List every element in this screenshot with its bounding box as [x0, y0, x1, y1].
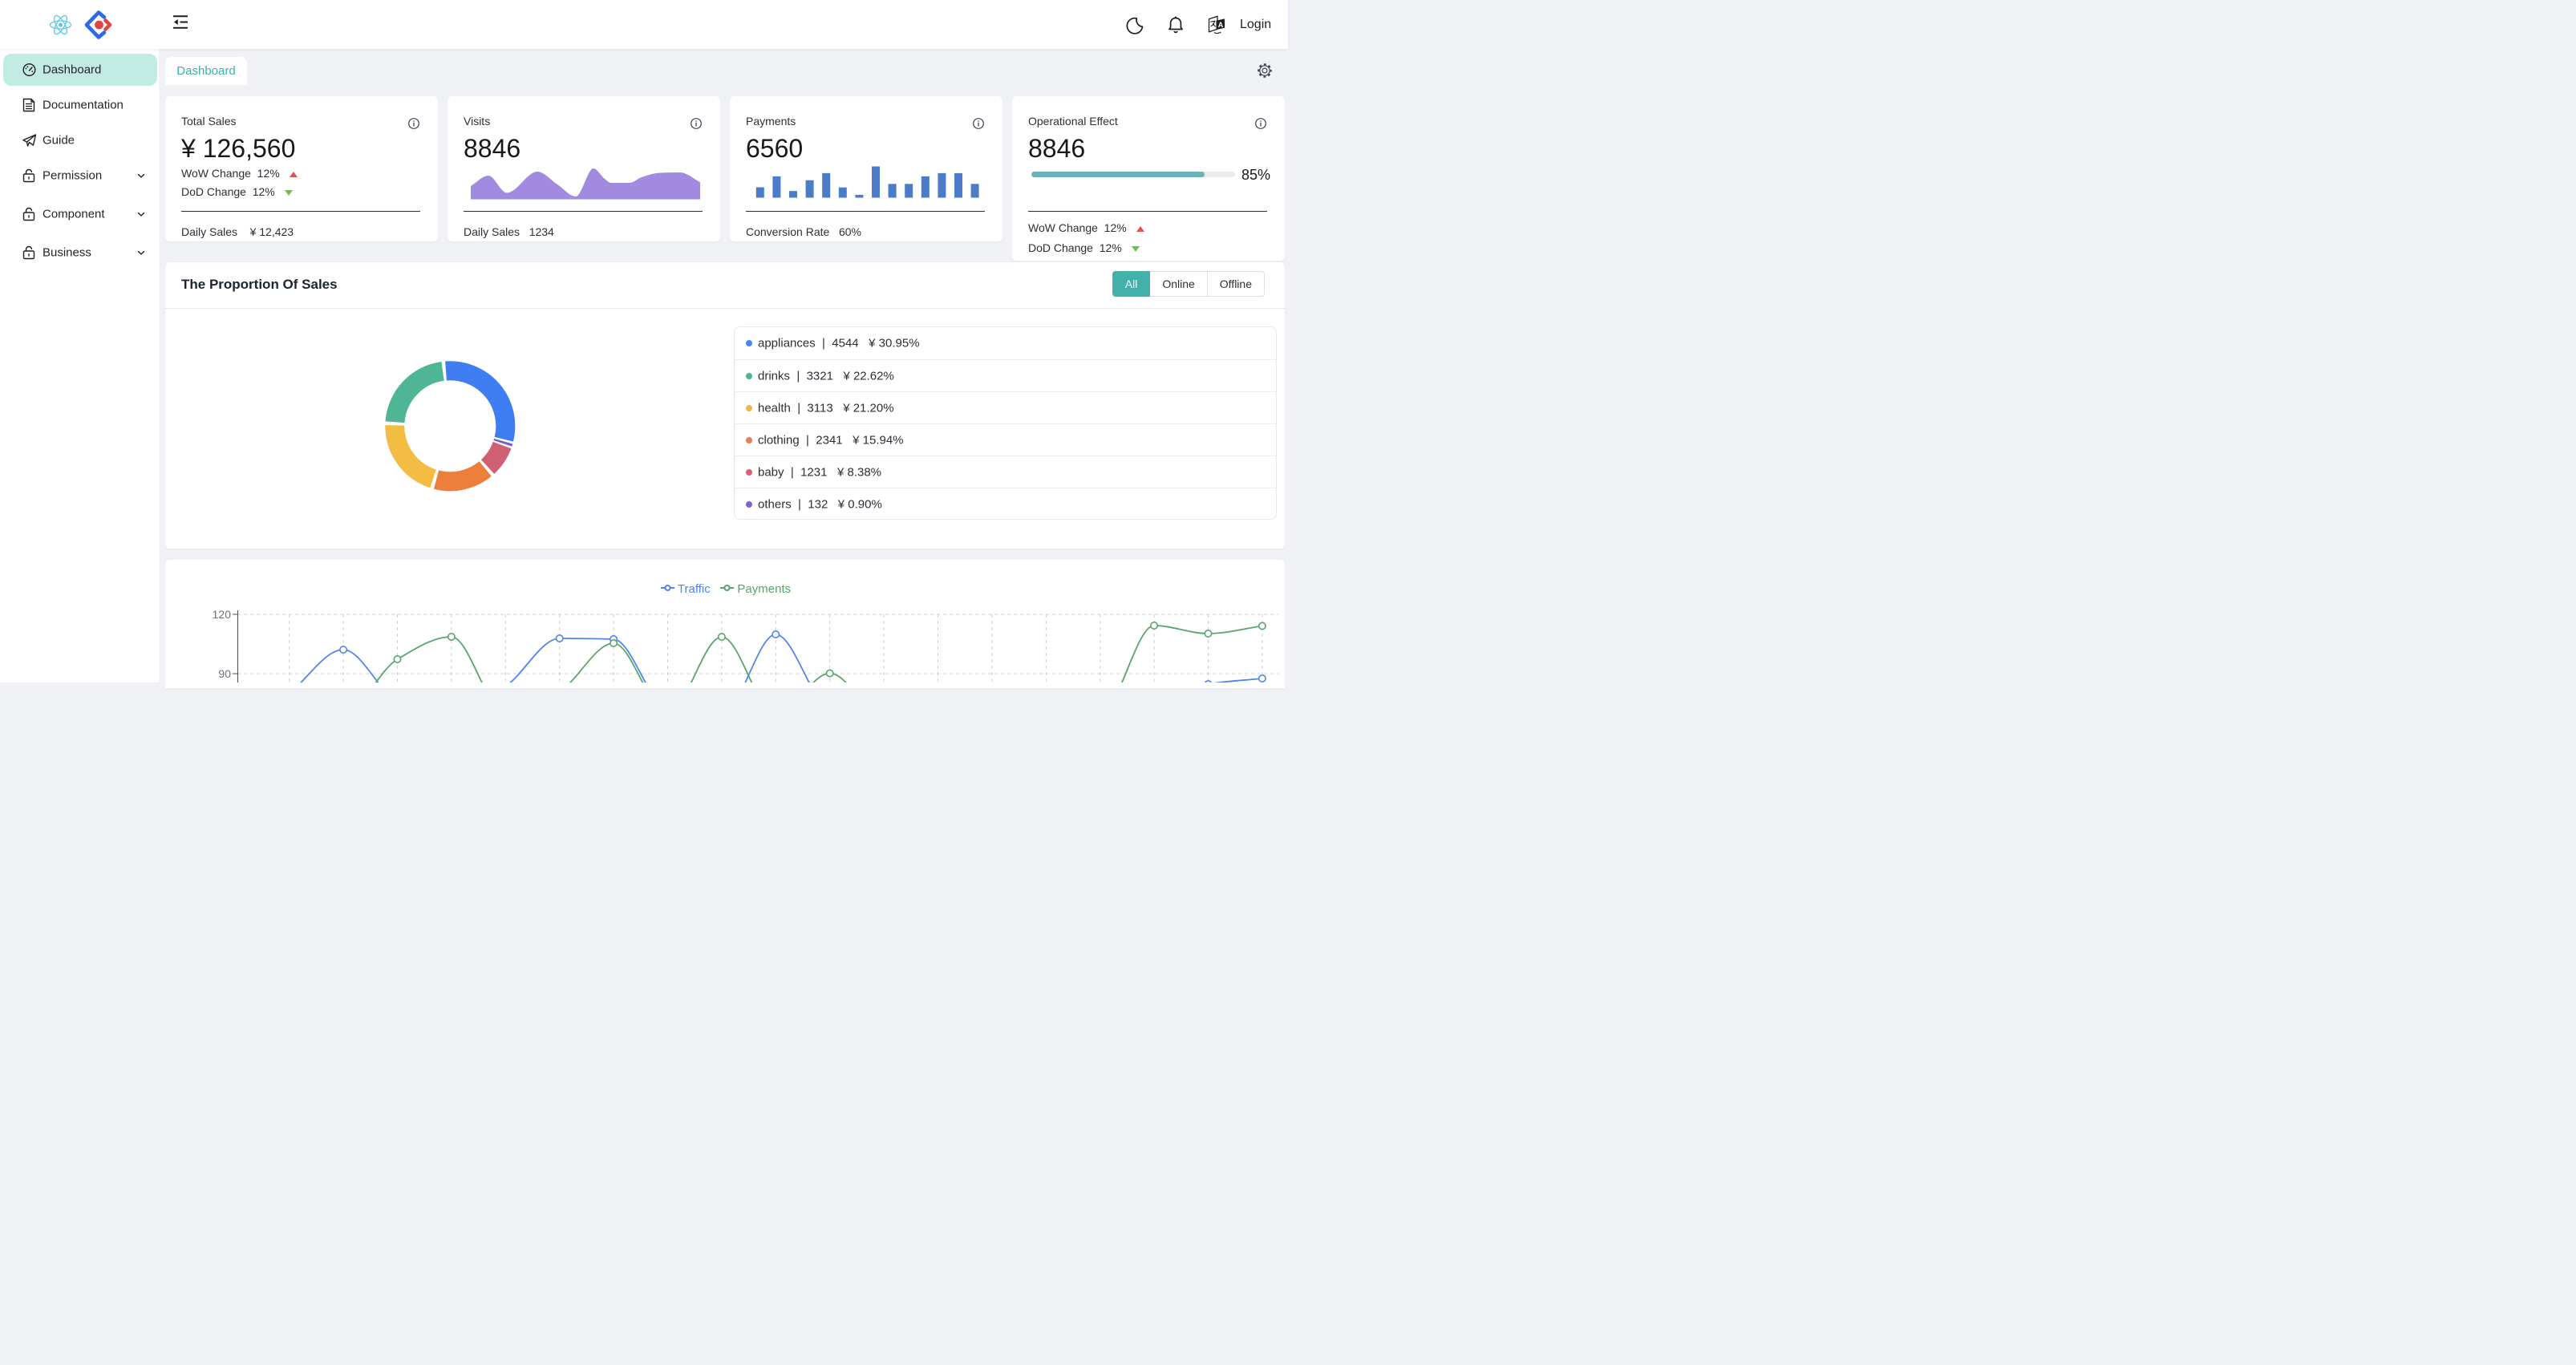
- svg-text:90: 90: [218, 667, 231, 680]
- svg-text:A: A: [1218, 21, 1224, 29]
- svg-text:120: 120: [213, 608, 232, 621]
